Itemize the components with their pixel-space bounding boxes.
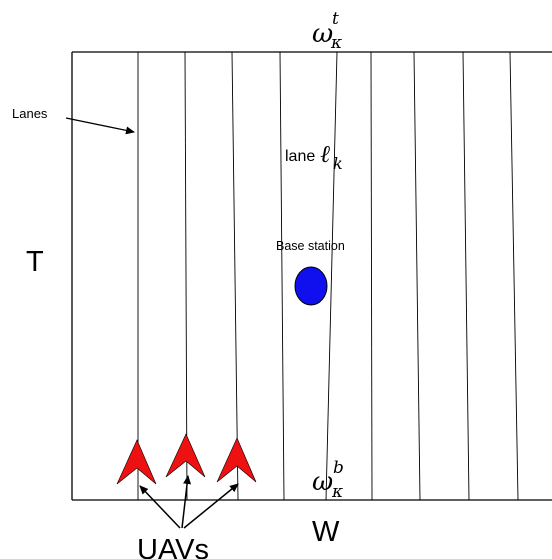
base-station-marker (294, 266, 328, 306)
lane-line (184, 51, 188, 501)
lane-line (231, 51, 239, 501)
lane-line (509, 51, 519, 501)
lane-line (279, 51, 285, 501)
uav-icon (165, 433, 206, 478)
svg-text:κ: κ (330, 33, 342, 53)
field-border (71, 51, 552, 501)
lanes-arrow (65, 117, 135, 135)
lane-line (325, 51, 338, 501)
width-label: W (312, 516, 340, 548)
svg-text:lane: lane (285, 148, 315, 165)
lanes-label: Lanes (12, 106, 48, 121)
lane-line (370, 51, 373, 501)
bottom-boundary-label: ω b κ (312, 458, 344, 502)
svg-text:ω: ω (312, 467, 333, 497)
uav-icon (216, 437, 257, 483)
svg-text:t: t (332, 9, 339, 29)
uavs-label: UAVs (137, 534, 209, 559)
svg-text:b: b (333, 458, 344, 478)
height-label: T (26, 246, 44, 278)
lane-line (413, 51, 421, 501)
svg-text:ω: ω (312, 19, 333, 49)
svg-text:ℓ: ℓ (320, 140, 330, 168)
uav-markers (116, 433, 257, 485)
lanes (137, 51, 519, 501)
uav-arrows (139, 475, 239, 529)
lane-label: lane ℓ k (285, 140, 343, 173)
top-boundary-label: ω t κ (312, 9, 342, 53)
uav-icon (116, 439, 157, 485)
svg-text:κ: κ (331, 482, 343, 502)
svg-text:k: k (333, 154, 343, 173)
base-station-label: Base station (276, 239, 345, 253)
lane-line (462, 51, 470, 501)
